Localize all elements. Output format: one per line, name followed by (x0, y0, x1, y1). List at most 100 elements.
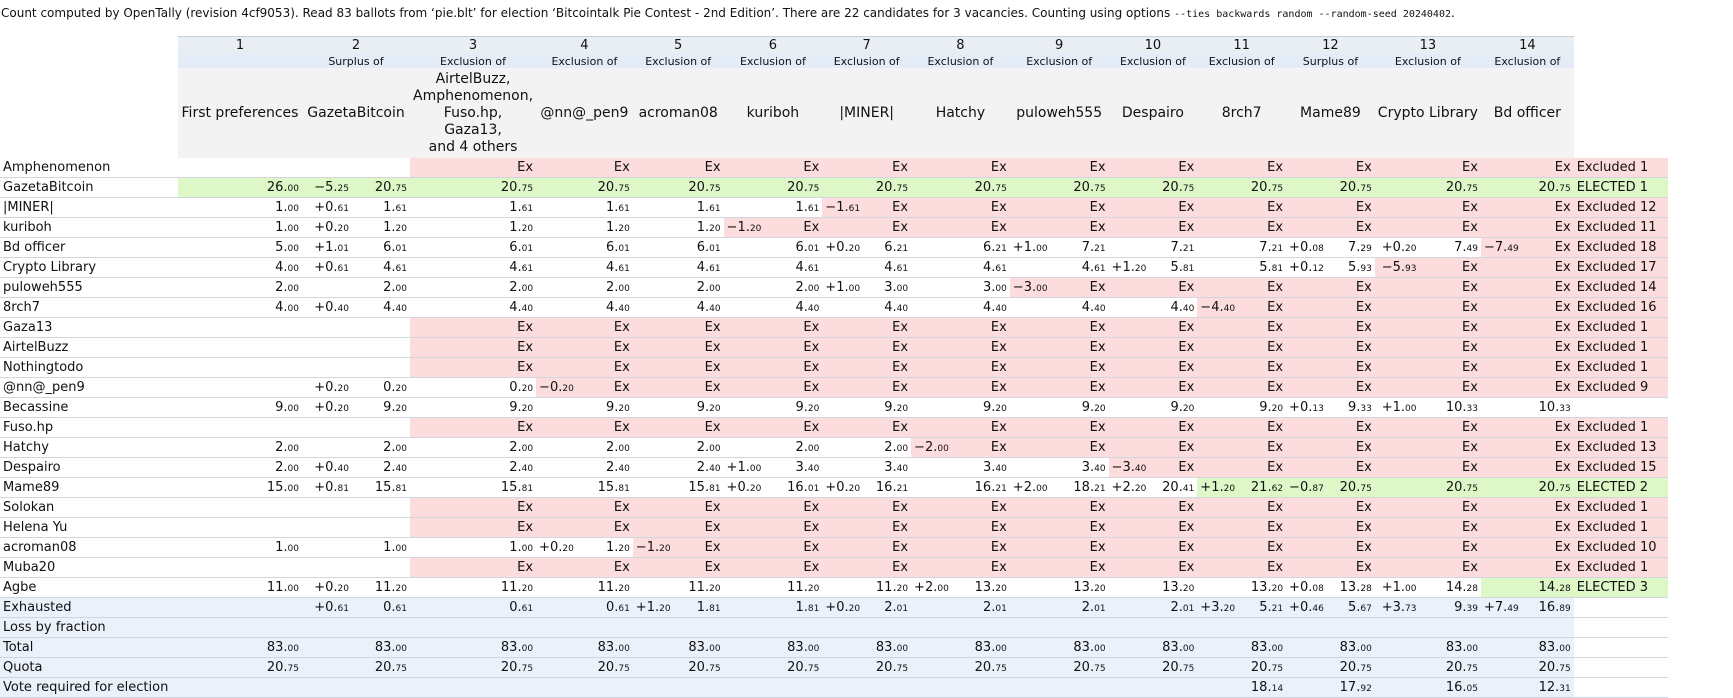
transfer-value (911, 477, 952, 498)
transfer-value (1286, 517, 1327, 538)
transfer-value (1286, 357, 1327, 378)
vote-value: Ex (1462, 460, 1478, 475)
transfer-value: +1.20 (1108, 257, 1150, 278)
summary-value (764, 677, 823, 698)
vote-value: Ex (704, 160, 721, 175)
vote-count: 1.20 (673, 217, 724, 238)
vote-count (352, 517, 410, 538)
stage-subject-line: |MINER| (839, 104, 895, 121)
vote-value: 3.00 (884, 280, 909, 295)
decimal-part: 13 (1312, 404, 1324, 414)
vote-count: 1.61 (430, 197, 537, 218)
stage-number: 7 (822, 36, 912, 54)
decimal-part: 00 (1094, 644, 1106, 654)
candidate-row: acroman08 1.00 1.00 1.00 +0.20 1.20 −1.20 Ex Ex E… (0, 537, 1668, 558)
vote-value: 4.40 (1081, 300, 1106, 315)
vote-count: 4.40 (1149, 297, 1198, 318)
decimal-part: 20 (618, 224, 630, 234)
vote-count: Ex (764, 317, 823, 338)
summary-transfer (536, 597, 577, 618)
transfer-value (822, 377, 864, 398)
vote-value: Ex (1554, 380, 1571, 395)
transfer-value (1197, 277, 1239, 298)
transfer-value (1108, 537, 1150, 558)
decimal-part: 40 (896, 464, 909, 474)
vote-count: Ex (1521, 357, 1574, 378)
vote-value: 1.20 (509, 220, 534, 235)
decimal-part: 00 (1360, 644, 1372, 654)
decimal-part: 21 (896, 244, 909, 254)
vote-value: −3.40 (1111, 460, 1147, 475)
vote-value: 20.75 (1162, 180, 1195, 195)
vote-value: Ex (1355, 300, 1372, 315)
candidate-row: Crypto Library 4.00 +0.61 4.61 4.61 4.61 4.61 4… (0, 257, 1668, 278)
decimal-part: 21 (896, 484, 909, 494)
transfer-value (302, 277, 352, 298)
stage-subject: Despairo (1108, 68, 1198, 158)
summary-transfer (1108, 677, 1150, 698)
vote-value: 20.75 (1250, 660, 1284, 675)
transfer-value (536, 177, 577, 198)
transfer-value (1480, 297, 1522, 318)
stage-number: 6 (723, 36, 823, 54)
vote-count: 4.00 (178, 257, 302, 278)
candidate-name: Helena Yu (0, 517, 178, 538)
vote-value: 2.00 (884, 440, 909, 455)
vote-count: 11.00 (178, 577, 302, 598)
transfer-value (1108, 577, 1150, 598)
transfer-value (632, 297, 674, 318)
stage-kind: Exclusion of (410, 54, 537, 68)
vote-value: Ex (1089, 360, 1106, 375)
decimal-part: 40 (1134, 464, 1147, 474)
vote-count (352, 158, 410, 178)
transfer-value (536, 158, 577, 178)
vote-value: Ex (1355, 340, 1372, 355)
vote-value: Ex (1178, 440, 1195, 455)
vote-count: 2.40 (576, 457, 633, 478)
decimal-part: 75 (1182, 184, 1195, 194)
vote-count: 3.40 (863, 457, 912, 478)
vote-count: Ex (576, 377, 633, 398)
decimal-part: 08 (1312, 244, 1324, 254)
candidate-name: |MINER| (0, 197, 178, 218)
vote-count: Ex (1149, 457, 1198, 478)
decimal-part: 20 (848, 244, 861, 254)
vote-count: Ex (1326, 337, 1375, 358)
vote-count: Ex (1050, 197, 1109, 218)
stage-subject: |MINER| (822, 68, 912, 158)
summary-value: 20.75 (1326, 657, 1375, 678)
vote-value: +1.00 (726, 460, 762, 475)
vote-value: Ex (1462, 540, 1478, 555)
vote-count: Ex (863, 197, 912, 218)
vote-value: 3.00 (982, 280, 1007, 295)
vote-count: 20.75 (673, 177, 724, 198)
decimal-part: 40 (896, 304, 909, 314)
vote-count: Ex (673, 158, 724, 178)
decimal-part: 12 (1312, 264, 1324, 274)
summary-transfer (822, 657, 864, 678)
transfer-value: +0.20 (302, 377, 352, 398)
vote-value: Ex (517, 340, 534, 355)
transfer-value (1009, 337, 1051, 358)
vote-count: 13.28 (1326, 577, 1375, 598)
vote-count: 4.40 (1050, 297, 1109, 318)
vote-value: 1.00 (509, 540, 534, 555)
summary-row: Vote required for election 18.14 17.92 16.0… (0, 677, 1668, 698)
transfer-value (1108, 177, 1150, 198)
transfer-value (822, 357, 864, 378)
vote-value: Ex (803, 340, 820, 355)
stage-kind: Exclusion of (1108, 54, 1198, 68)
summary-label: Total (0, 637, 178, 658)
candidate-row: Fuso.hp Ex Ex Ex Ex Ex Ex Ex Ex Ex Ex Ex Ex Excluded … (0, 417, 1668, 438)
decimal-part: 61 (807, 204, 820, 214)
transfer-value: +0.08 (1286, 577, 1327, 598)
vote-value: Ex (803, 160, 820, 175)
vote-count: Ex (1326, 357, 1375, 378)
vote-count: 6.01 (673, 237, 724, 258)
decimal-part: 00 (1036, 484, 1048, 494)
decimal-part: 00 (1466, 644, 1478, 654)
vote-value: Ex (1462, 440, 1478, 455)
vote-count: Ex (673, 517, 724, 538)
vote-value: 6.01 (696, 240, 721, 255)
decimal-part: 81 (395, 484, 407, 494)
